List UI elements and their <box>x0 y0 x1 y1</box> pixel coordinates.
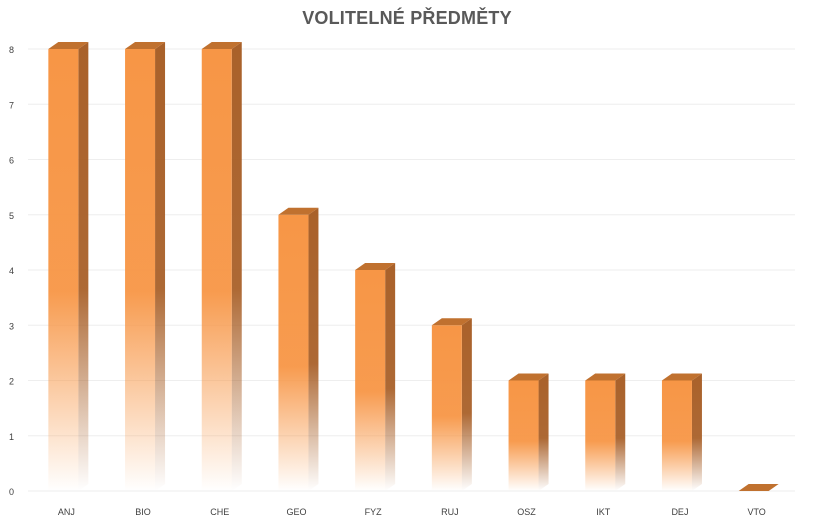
x-tick-label: FYZ <box>365 507 383 517</box>
x-tick-label: VTO <box>747 507 765 517</box>
x-tick-label: DEJ <box>671 507 688 517</box>
bar-side <box>615 373 626 491</box>
bar-top <box>278 207 319 215</box>
bar-side <box>538 373 549 491</box>
bar-top <box>585 373 626 381</box>
chart-title: VOLITELNÉ PŘEDMĚTY <box>302 8 512 28</box>
bar-side <box>155 42 166 491</box>
bar-vto <box>738 484 779 491</box>
bar-geo <box>278 207 319 491</box>
x-axis-ticks: ANJ BIO CHE GEO FYZ RUJ OSZ IKT DEJ VTO <box>58 507 766 517</box>
bar-top <box>48 42 89 49</box>
bar-bio <box>125 42 166 491</box>
y-tick-label: 7 <box>9 100 14 110</box>
bar-side <box>461 318 472 491</box>
y-tick-label: 2 <box>9 377 14 387</box>
bar-fyz <box>355 263 396 491</box>
bar-side <box>78 42 89 491</box>
x-tick-label: RUJ <box>441 507 459 517</box>
y-tick-label: 1 <box>9 432 14 442</box>
bar-top <box>738 484 779 491</box>
bar-che <box>201 42 242 491</box>
x-tick-label: GEO <box>286 507 306 517</box>
bar-top <box>201 42 242 49</box>
bar-front <box>355 270 386 491</box>
bar-ruj <box>431 318 472 491</box>
bars <box>48 42 779 491</box>
bar-front <box>278 214 309 491</box>
y-tick-label: 8 <box>9 45 14 55</box>
bar-top <box>355 263 396 270</box>
bar-top <box>431 318 472 326</box>
y-tick-label: 6 <box>9 156 14 166</box>
bar-ikt <box>585 373 626 491</box>
bar-side <box>231 42 242 491</box>
bar-anj <box>48 42 89 491</box>
bar-front <box>431 325 462 491</box>
y-tick-label: 5 <box>9 211 14 221</box>
bar-top <box>508 373 549 381</box>
x-tick-label: BIO <box>135 507 151 517</box>
bar-front <box>48 49 79 491</box>
x-tick-label: OSZ <box>517 507 536 517</box>
x-tick-label: IKT <box>596 507 611 517</box>
bar-top <box>661 373 702 381</box>
x-tick-label: ANJ <box>58 507 75 517</box>
bar-top <box>125 42 166 49</box>
bar-front <box>661 380 692 491</box>
bar-front <box>125 49 156 491</box>
y-axis-ticks: 0 1 2 3 4 5 6 7 8 <box>9 45 14 497</box>
bar-front <box>585 380 616 491</box>
bar-dej <box>661 373 702 491</box>
x-tick-label: CHE <box>210 507 229 517</box>
y-tick-label: 4 <box>9 266 14 276</box>
bar-side <box>385 263 396 491</box>
y-tick-label: 3 <box>9 321 14 331</box>
bar-front <box>201 49 232 491</box>
bar-front <box>508 380 539 491</box>
bar-side <box>308 207 319 491</box>
bar-side <box>691 373 702 491</box>
y-tick-label: 0 <box>9 487 14 497</box>
bar-osz <box>508 373 549 491</box>
